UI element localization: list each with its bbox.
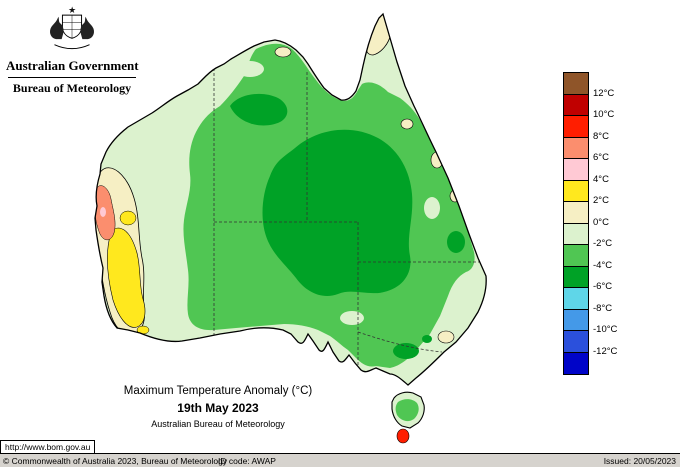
copyright-text: © Commonwealth of Australia 2023, Bureau… xyxy=(3,456,228,466)
legend-color-13 xyxy=(564,352,588,374)
tasmania-green xyxy=(395,399,419,422)
region-darkgreen-nt xyxy=(230,93,288,126)
anomaly-regions xyxy=(95,14,480,368)
legend-color-5 xyxy=(564,180,588,202)
issued-text: Issued: 20/05/2023 xyxy=(603,456,676,466)
url-box: http://www.bom.gov.au xyxy=(0,440,96,454)
legend-label-5: 2°C xyxy=(593,195,609,207)
map-source: Australian Bureau of Meteorology xyxy=(151,419,285,429)
legend-color-6 xyxy=(564,202,588,224)
legend-color-12 xyxy=(564,331,588,353)
legend-swatches xyxy=(563,72,589,375)
caption: Maximum Temperature Anomaly (°C) 19th Ma… xyxy=(63,385,373,429)
legend-color-2 xyxy=(564,116,588,138)
legend-color-11 xyxy=(564,309,588,331)
region-cream-spot xyxy=(274,46,292,58)
coat-of-arms-icon: ★ xyxy=(49,5,95,50)
legend-label-9: -6°C xyxy=(593,281,613,293)
region-pale-pocket xyxy=(236,61,264,77)
state-borders xyxy=(213,68,480,365)
region-pink-spot xyxy=(100,207,106,217)
legend-label-6: 0°C xyxy=(593,216,609,228)
legend-label-4: 4°C xyxy=(593,173,609,185)
region-yellow-spot xyxy=(119,210,137,226)
id-code-text: ID code: AWAP xyxy=(218,456,276,466)
gov-rule xyxy=(8,77,136,78)
map-title: Maximum Temperature Anomaly (°C) xyxy=(123,385,313,397)
region-pale-pocket xyxy=(340,311,364,325)
legend-label-12: -12°C xyxy=(593,345,618,357)
legend-color-7 xyxy=(564,223,588,245)
legend-label-8: -4°C xyxy=(593,259,613,271)
legend-color-8 xyxy=(564,245,588,267)
region-darkgreen-spot xyxy=(393,343,419,359)
legend-label-0: 12°C xyxy=(593,87,615,99)
legend xyxy=(563,72,589,375)
legend-labels: 12°C 10°C 8°C 6°C 4°C 2°C 0°C -2°C -4°C -6°C -8°C -… xyxy=(593,72,617,362)
legend-label-2: 8°C xyxy=(593,130,609,142)
region-yellow-sw xyxy=(107,227,146,328)
gov-header: ★ Australian Government Bureau of Meteor… xyxy=(6,4,139,96)
legend-color-1 xyxy=(564,94,588,116)
region-pale-pocket xyxy=(424,197,440,219)
svg-text:★: ★ xyxy=(68,5,76,15)
region-darkgreen-spot xyxy=(447,231,465,253)
southern-island-anomaly xyxy=(396,428,410,444)
region-darkgreen-core xyxy=(262,129,413,297)
legend-label-1: 10°C xyxy=(593,109,615,121)
region-cream-spot xyxy=(400,118,414,130)
region-darkgreen-spot xyxy=(422,335,432,343)
legend-label-7: -2°C xyxy=(593,238,613,250)
legend-color-10 xyxy=(564,288,588,310)
tasmania xyxy=(391,391,425,429)
map-date: 19th May 2023 xyxy=(177,401,259,415)
legend-label-3: 6°C xyxy=(593,152,609,164)
legend-label-10: -8°C xyxy=(593,302,613,314)
legend-color-9 xyxy=(564,266,588,288)
region-cream-spot xyxy=(437,330,455,344)
legend-color-3 xyxy=(564,137,588,159)
legend-color-4 xyxy=(564,159,588,181)
status-bar: © Commonwealth of Australia 2023, Bureau… xyxy=(0,453,680,467)
agency-title: Bureau of Meteorology xyxy=(12,81,132,95)
gov-title: Australian Government xyxy=(6,58,139,73)
australia-mainland xyxy=(94,13,487,386)
legend-label-11: -10°C xyxy=(593,324,618,336)
legend-color-0 xyxy=(564,73,588,95)
